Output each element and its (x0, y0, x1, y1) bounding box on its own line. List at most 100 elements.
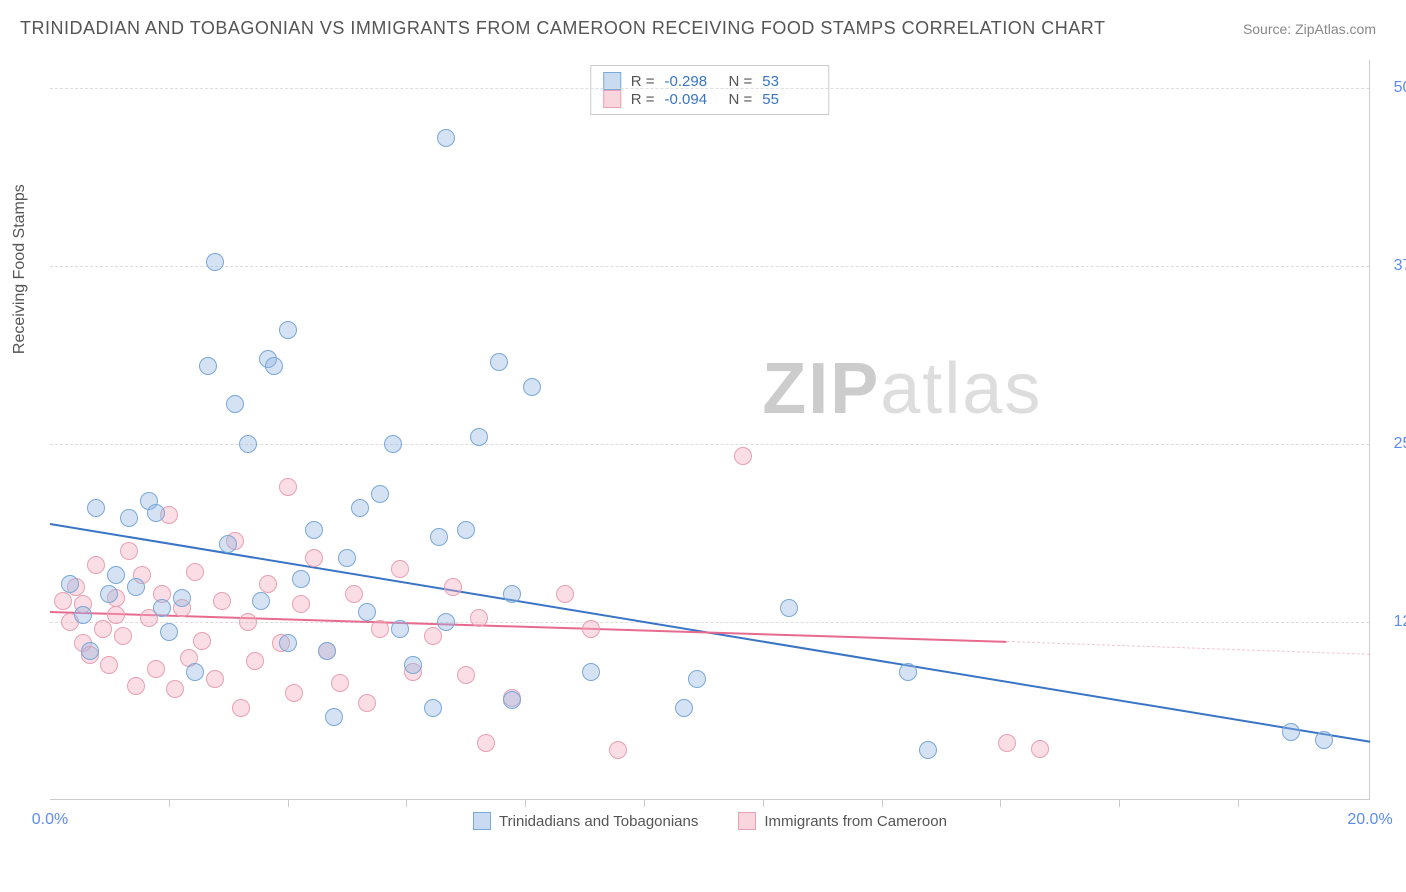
data-point (371, 485, 389, 503)
data-point (345, 585, 363, 603)
stats-row-blue: R =-0.298 N =53 (603, 72, 817, 90)
data-point (331, 674, 349, 692)
data-point (305, 549, 323, 567)
data-point (206, 253, 224, 271)
data-point (391, 620, 409, 638)
source-label: Source: ZipAtlas.com (1243, 21, 1376, 37)
data-point (285, 684, 303, 702)
data-point (391, 560, 409, 578)
data-point (1315, 731, 1333, 749)
data-point (81, 642, 99, 660)
data-point (107, 606, 125, 624)
data-point (127, 677, 145, 695)
data-point (437, 613, 455, 631)
data-point (437, 129, 455, 147)
data-point (430, 528, 448, 546)
x-minor-tick (169, 799, 170, 807)
data-point (998, 734, 1016, 752)
data-point (120, 509, 138, 527)
data-point (424, 627, 442, 645)
data-point (351, 499, 369, 517)
watermark: ZIPatlas (762, 348, 1042, 430)
data-point (153, 599, 171, 617)
legend-item-pink: Immigrants from Cameroon (738, 812, 947, 830)
data-point (688, 670, 706, 688)
data-point (186, 663, 204, 681)
data-point (582, 663, 600, 681)
data-point (213, 592, 231, 610)
data-point (292, 595, 310, 613)
y-tick-label: 12.5% (1394, 613, 1406, 631)
data-point (219, 535, 237, 553)
y-tick-label: 50.0% (1394, 79, 1406, 97)
data-point (490, 353, 508, 371)
x-minor-tick (1119, 799, 1120, 807)
header: TRINIDADIAN AND TOBAGONIAN VS IMMIGRANTS… (0, 0, 1406, 49)
swatch-pink-icon (738, 812, 756, 830)
swatch-blue-icon (603, 72, 621, 90)
data-point (556, 585, 574, 603)
data-point (246, 652, 264, 670)
data-point (444, 578, 462, 596)
chart-title: TRINIDADIAN AND TOBAGONIAN VS IMMIGRANTS… (20, 18, 1105, 39)
x-minor-tick (406, 799, 407, 807)
data-point (384, 435, 402, 453)
data-point (371, 620, 389, 638)
gridline (50, 88, 1369, 89)
data-point (259, 575, 277, 593)
data-point (232, 699, 250, 717)
y-tick-label: 37.5% (1394, 257, 1406, 275)
data-point (358, 603, 376, 621)
data-point (675, 699, 693, 717)
data-point (100, 585, 118, 603)
data-point (107, 566, 125, 584)
y-tick-label: 25.0% (1394, 435, 1406, 453)
data-point (100, 656, 118, 674)
stats-row-pink: R =-0.094 N =55 (603, 90, 817, 108)
x-minor-tick (1000, 799, 1001, 807)
data-point (173, 589, 191, 607)
data-point (325, 708, 343, 726)
data-point (899, 663, 917, 681)
data-point (193, 632, 211, 650)
data-point (404, 656, 422, 674)
data-point (265, 357, 283, 375)
data-point (338, 549, 356, 567)
data-point (166, 680, 184, 698)
data-point (87, 556, 105, 574)
data-point (1282, 723, 1300, 741)
data-point (147, 504, 165, 522)
x-minor-tick (763, 799, 764, 807)
data-point (503, 691, 521, 709)
data-point (609, 741, 627, 759)
data-point (424, 699, 442, 717)
data-point (734, 447, 752, 465)
data-point (305, 521, 323, 539)
data-point (477, 734, 495, 752)
data-point (199, 357, 217, 375)
data-point (470, 609, 488, 627)
data-point (279, 478, 297, 496)
data-point (318, 642, 336, 660)
data-point (160, 623, 178, 641)
x-minor-tick (1238, 799, 1239, 807)
data-point (239, 613, 257, 631)
x-minor-tick (525, 799, 526, 807)
x-minor-tick (882, 799, 883, 807)
data-point (582, 620, 600, 638)
data-point (226, 395, 244, 413)
data-point (780, 599, 798, 617)
data-point (127, 578, 145, 596)
x-minor-tick (644, 799, 645, 807)
data-point (239, 435, 257, 453)
data-point (457, 666, 475, 684)
legend-item-blue: Trinidadians and Tobagonians (473, 812, 698, 830)
data-point (61, 575, 79, 593)
data-point (54, 592, 72, 610)
chart-area: Receiving Food Stamps ZIPatlas R =-0.298… (50, 60, 1370, 800)
data-point (114, 627, 132, 645)
data-point (503, 585, 521, 603)
data-point (186, 563, 204, 581)
swatch-pink-icon (603, 90, 621, 108)
swatch-blue-icon (473, 812, 491, 830)
